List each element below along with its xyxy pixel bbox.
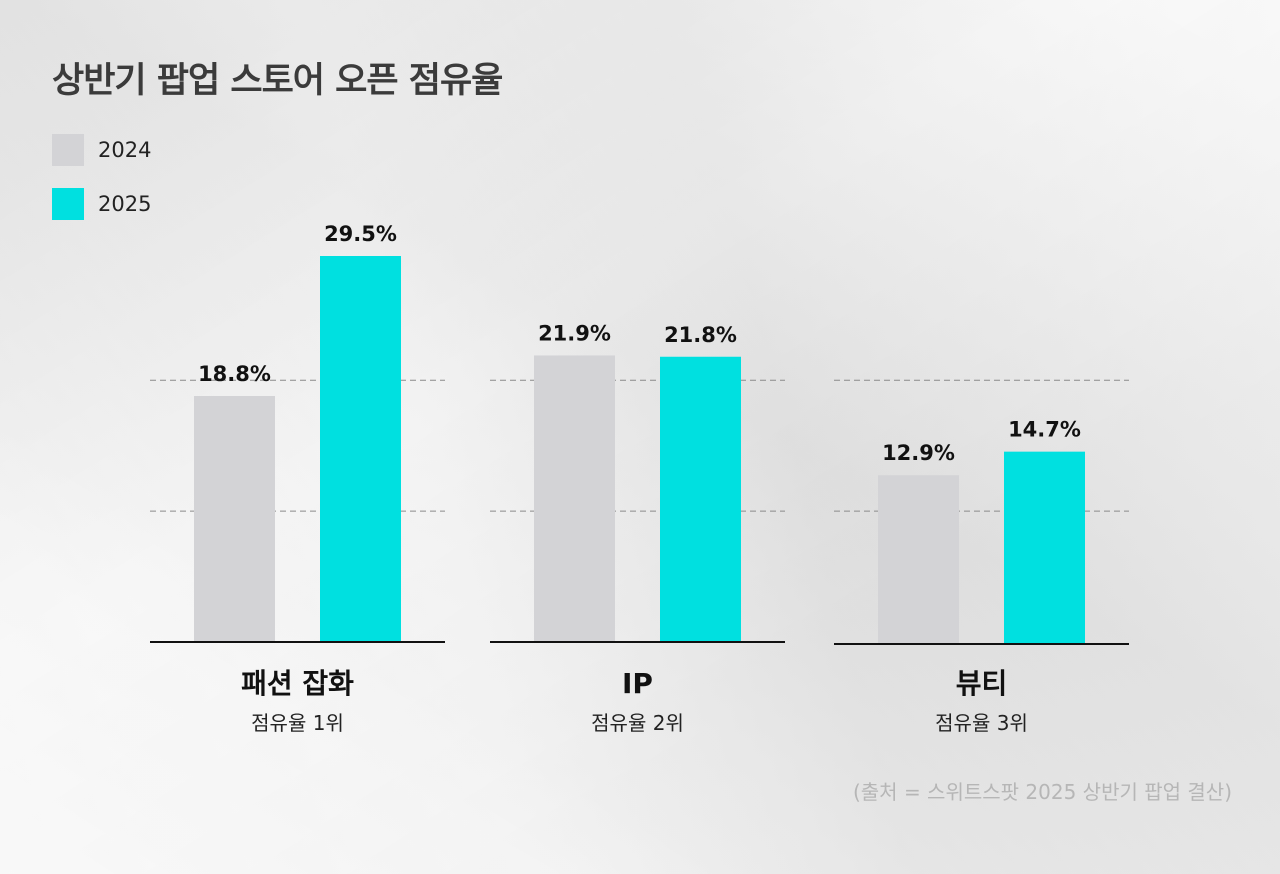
bar-2024-패션-잡화 [194,396,275,642]
legend: 2024 2025 [52,134,151,242]
bar-2024-ip [534,355,615,642]
bar-value-label: 18.8% [198,362,271,386]
bar-value-label: 21.9% [538,321,611,345]
legend-swatch-2024 [52,134,84,166]
legend-swatch-2025 [52,188,84,220]
legend-label-2024: 2024 [98,138,152,162]
category-label: 뷰티 [956,667,1008,700]
bar-group-ip: 21.9% 21.8% IP 점유율 2위 [490,321,785,735]
bar-2024-뷰티 [878,475,959,644]
category-label: 패션 잡화 [241,667,354,700]
category-rank-label: 점유율 1위 [251,711,344,735]
bar-value-label: 21.8% [664,323,737,347]
legend-item-2024: 2024 [52,134,151,166]
bar-value-label: 29.5% [324,222,397,246]
category-rank-label: 점유율 3위 [935,711,1028,735]
bar-value-label: 12.9% [882,441,955,465]
bar-2025-뷰티 [1004,451,1085,644]
chart-title: 상반기 팝업 스토어 오픈 점유율 [52,61,503,101]
category-label: IP [622,667,653,700]
source-note: (출처 = 스위트스팟 2025 상반기 팝업 결산) [852,780,1232,804]
category-rank-label: 점유율 2위 [591,711,684,735]
bar-2025-ip [660,356,741,642]
legend-item-2025: 2025 [52,188,151,220]
bar-value-label: 14.7% [1008,418,1081,442]
legend-label-2025: 2025 [98,192,152,216]
bar-2025-패션-잡화 [320,256,401,642]
